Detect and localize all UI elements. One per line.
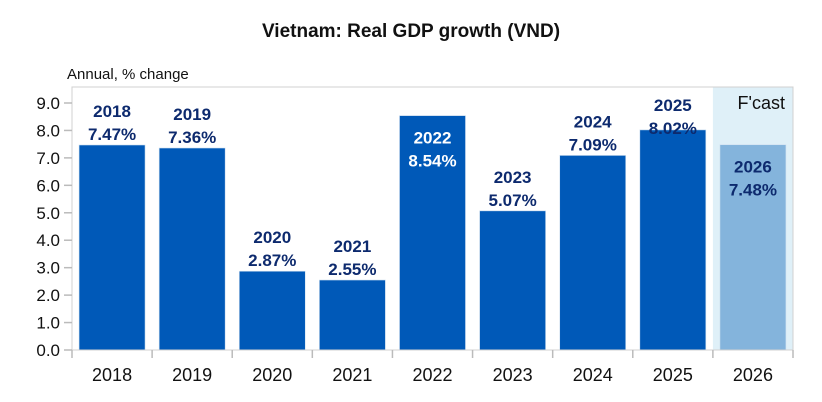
x-tick-label: 2019	[172, 365, 212, 385]
data-label-value: 2.87%	[248, 251, 296, 270]
data-label-value: 2.55%	[328, 260, 376, 279]
x-tick-label: 2021	[332, 365, 372, 385]
data-label-year: 2021	[333, 237, 371, 256]
bar-2025	[639, 129, 707, 351]
data-label-value: 8.02%	[649, 119, 697, 138]
data-label-year: 2024	[574, 112, 612, 131]
x-tick-label: 2020	[252, 365, 292, 385]
y-tick-label: 2.0	[36, 286, 60, 305]
y-tick-label: 0.0	[36, 341, 60, 360]
x-tick-label: 2024	[573, 365, 613, 385]
y-tick-label: 4.0	[36, 231, 60, 250]
bar-2021	[319, 279, 386, 351]
data-label-year: 2019	[173, 105, 211, 124]
y-tick-label: 9.0	[36, 94, 60, 113]
x-tick-label: 2018	[92, 365, 132, 385]
data-label-value: 7.48%	[729, 181, 777, 200]
x-tick-label: 2025	[653, 365, 693, 385]
data-label-year: 2025	[654, 96, 692, 115]
plot-frame	[71, 86, 794, 351]
y-tick-label: 5.0	[36, 204, 60, 223]
bar-2019	[158, 147, 226, 351]
bar-2022	[399, 115, 466, 351]
chart-title: Vietnam: Real GDP growth (VND)	[262, 21, 560, 42]
data-label-value: 8.54%	[408, 152, 456, 171]
data-label-value: 7.36%	[168, 128, 216, 147]
data-label-year: 2020	[253, 228, 291, 247]
x-tick-label: 2026	[733, 365, 773, 385]
y-tick-label: 3.0	[36, 259, 60, 278]
bar-2026	[719, 144, 787, 351]
data-label-year: 2026	[734, 158, 772, 177]
y-tick-label: 8.0	[36, 121, 60, 140]
data-label-year: 2022	[414, 129, 452, 148]
y-tick-label: 1.0	[36, 314, 60, 333]
data-label-value: 5.07%	[489, 191, 537, 210]
x-tick-label: 2023	[493, 365, 533, 385]
bar-2023	[479, 210, 546, 351]
data-label-value: 7.09%	[569, 135, 617, 154]
bar-2024	[559, 155, 627, 351]
bar-2018	[78, 144, 146, 351]
forecast-label: F'cast	[738, 93, 785, 113]
x-tick-label: 2022	[412, 365, 452, 385]
data-label-year: 2023	[494, 168, 532, 187]
y-axis-label: Annual, % change	[67, 66, 189, 83]
bar-2020	[238, 270, 306, 351]
y-tick-label: 7.0	[36, 149, 60, 168]
data-label-value: 7.47%	[88, 125, 136, 144]
y-tick-label: 6.0	[36, 176, 60, 195]
data-label-year: 2018	[93, 102, 131, 121]
